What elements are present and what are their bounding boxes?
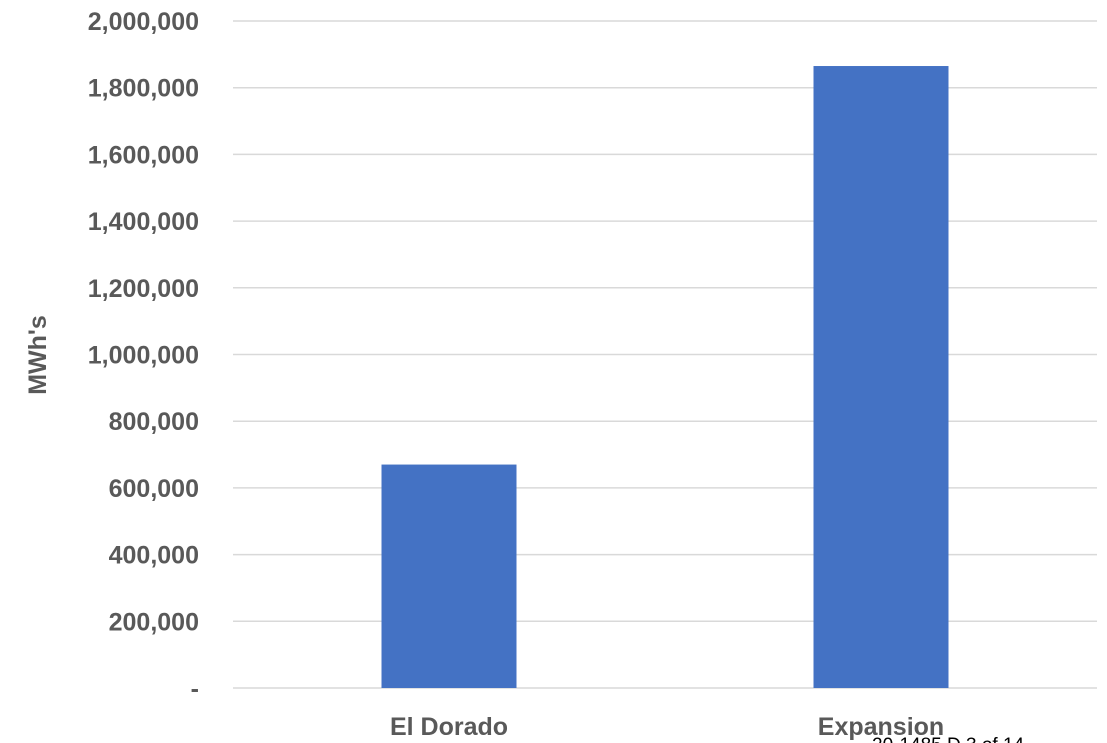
x-axis-labels: El Dorado Expansion (390, 713, 944, 741)
x-category-label: Expansion (818, 713, 944, 741)
y-tick-label: 1,800,000 (88, 75, 199, 103)
y-tick-label: 200,000 (109, 608, 199, 636)
bar-el-dorado (381, 464, 517, 688)
y-tick-label: 1,000,000 (88, 342, 199, 370)
y-tick-label: - (191, 675, 199, 703)
bars (381, 66, 949, 688)
y-tick-label: 800,000 (109, 408, 199, 436)
y-tick-label: 1,400,000 (88, 208, 199, 236)
gridlines (233, 20, 1097, 689)
y-tick-label: 600,000 (109, 475, 199, 503)
x-category-label: El Dorado (390, 713, 508, 741)
y-tick-label: 1,200,000 (88, 275, 199, 303)
y-tick-label: 2,000,000 (88, 8, 199, 36)
page-reference: 20-1485 D 3 of 14 (872, 735, 1025, 743)
y-tick-label: 1,600,000 (88, 141, 199, 169)
y-axis-ticks: - 200,000 400,000 600,000 800,000 1,000,000 1,… (88, 8, 199, 703)
bar-expansion (813, 66, 949, 688)
y-axis-title: MWh's (24, 315, 52, 395)
y-tick-label: 400,000 (109, 542, 199, 570)
